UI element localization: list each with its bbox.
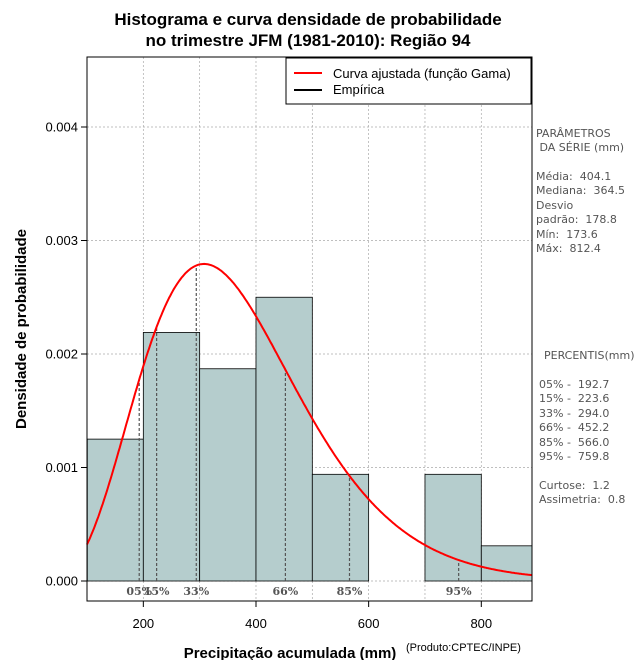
x-tick-label-1: 400 — [245, 616, 267, 631]
percentile-05: 05% - 192.7 — [539, 378, 610, 391]
y-axis-label: Densidade de probabilidade — [13, 229, 30, 429]
percentile-label-1: 15% — [144, 585, 170, 598]
stat-median: Mediana: 364.5 — [536, 184, 625, 197]
gamma-curve — [86, 262, 533, 577]
legend-label-curve: Curva ajustada (função Gama) — [333, 66, 511, 81]
y-tick-label-2: 0.002 — [45, 347, 78, 362]
y-tick-label-4: 0.004 — [45, 120, 78, 135]
percentile-33: 33% - 294.0 — [539, 407, 610, 420]
histogram-bar-2 — [199, 368, 257, 582]
x-tick-label-2: 600 — [358, 616, 380, 631]
percentile-85: 85% - 566.0 — [539, 436, 610, 449]
x-tick-label-3: 800 — [470, 616, 492, 631]
histogram-bar-1 — [142, 332, 201, 582]
x-axis-label: Precipitação acumulada (mm) — [184, 645, 397, 660]
percentile-label-3: 66% — [273, 585, 299, 598]
y-tick-label-3: 0.003 — [45, 233, 78, 248]
gamma-curve-layer — [86, 262, 533, 577]
chart-title-line1: Histograma e curva densidade de probabil… — [114, 10, 501, 29]
chart-title-line2: no trimestre JFM (1981-2010): Região 94 — [145, 31, 471, 50]
percentile-label-5: 95% — [446, 585, 472, 598]
histogram-bar-7 — [480, 545, 533, 582]
histogram-bar-3 — [255, 296, 313, 582]
params-title-1: PARÂMETROS — [536, 127, 611, 140]
stat-kurtosis: Curtose: 1.2 — [539, 479, 610, 492]
percentile-label-4: 85% — [337, 585, 363, 598]
histogram-bar-4 — [311, 473, 370, 582]
plot-frame — [86, 56, 533, 602]
percentile-15: 15% - 223.6 — [539, 392, 610, 405]
stat-mean: Média: 404.1 — [536, 170, 612, 183]
params-title-2: DA SÉRIE (mm) — [536, 141, 625, 154]
stat-max: Máx: 812.4 — [536, 242, 601, 255]
y-tick-label-1: 0.001 — [45, 460, 78, 475]
stat-stddev-2: padrão: 178.8 — [536, 213, 617, 226]
percentile-label-0: 05% — [126, 585, 152, 598]
percentile-markers: 05%15% 33% 66% 85% 95% — [126, 265, 472, 598]
legend: Curva ajustada (função Gama) Empírica — [285, 57, 532, 105]
stat-skewness: Assimetria: 0.8 — [539, 493, 626, 506]
legend-box — [285, 57, 532, 105]
axis-ticks: 200 400 600 800 0.000 0.001 0.002 0.003 0.004 — [45, 120, 492, 632]
stat-min: Mín: 173.6 — [536, 228, 598, 241]
y-tick-label-0: 0.000 — [45, 574, 78, 589]
legend-label-empirical: Empírica — [333, 82, 385, 97]
x-tick-label-0: 200 — [132, 616, 154, 631]
percentile-95: 95% - 759.8 — [539, 450, 610, 463]
histogram-bars — [86, 296, 533, 582]
percentile-66: 66% - 452.2 — [539, 421, 610, 434]
credit-text: (Produto:CPTEC/INPE) — [406, 642, 521, 654]
percentis-title: PERCENTIS(mm) — [544, 349, 635, 362]
percentile-label-2: 33% — [183, 585, 209, 598]
stat-stddev-1: Desvio — [536, 199, 574, 212]
